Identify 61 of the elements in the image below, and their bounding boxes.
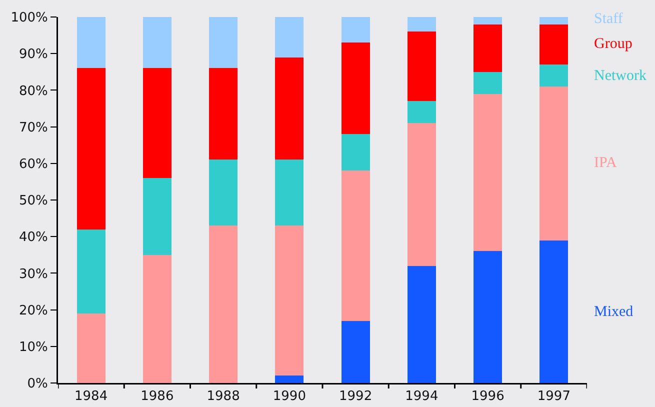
bar (540, 17, 568, 24)
bar (341, 17, 370, 43)
bar (540, 86, 568, 240)
bar (209, 226, 238, 383)
bar (209, 68, 238, 160)
series-label: Mixed (594, 304, 634, 320)
bar (341, 170, 370, 321)
bar (275, 226, 304, 376)
bar (275, 376, 304, 383)
bar (474, 94, 502, 252)
x-tick-label: 1990 (272, 389, 306, 404)
bar (142, 178, 172, 255)
bar (341, 42, 370, 134)
x-tick-label: 1986 (140, 389, 174, 404)
bar (76, 229, 106, 314)
series-label: Network (594, 68, 647, 84)
x-tick-label: 1997 (537, 389, 570, 404)
series-label: IPA (594, 155, 617, 171)
x-tick-label: 1992 (339, 389, 372, 404)
bar (142, 17, 172, 68)
y-tick-label: 70% (18, 120, 48, 136)
y-tick-label: 20% (18, 303, 48, 318)
bar (275, 57, 304, 160)
y-tick-label: 0% (27, 376, 48, 392)
bar (275, 17, 304, 58)
bar (540, 64, 568, 87)
series-label: Group (594, 36, 632, 52)
bar (474, 72, 502, 94)
x-tick-label: 1984 (74, 389, 108, 404)
bar (474, 251, 502, 383)
series-label: Staff (594, 11, 623, 27)
bar (76, 17, 106, 68)
y-tick-label: 50% (18, 194, 48, 209)
bar (275, 160, 304, 226)
bar (540, 240, 568, 383)
bar (142, 254, 172, 383)
y-tick-label: 30% (18, 266, 48, 282)
y-tick-label: 40% (18, 230, 48, 246)
x-tick-label: 1988 (206, 389, 240, 404)
bar (407, 101, 436, 124)
bar (474, 24, 502, 72)
y-tick-label: 60% (18, 156, 48, 172)
y-tick-label: 100% (10, 10, 48, 26)
bar (407, 266, 436, 383)
bar (407, 123, 436, 266)
bar (142, 68, 172, 178)
x-tick-label: 1994 (405, 389, 438, 404)
bar (407, 32, 436, 102)
bar (76, 313, 106, 383)
bar (341, 320, 370, 383)
bar (540, 24, 568, 65)
bar (76, 68, 106, 230)
y-tick-label: 10% (18, 340, 48, 355)
y-tick-label: 80% (18, 84, 48, 99)
y-tick-label: 90% (18, 47, 48, 62)
x-tick-label: 1996 (471, 389, 504, 404)
bar (209, 160, 238, 226)
bar (341, 134, 370, 171)
bar (474, 17, 502, 24)
bar (209, 17, 238, 68)
bar (407, 17, 436, 32)
